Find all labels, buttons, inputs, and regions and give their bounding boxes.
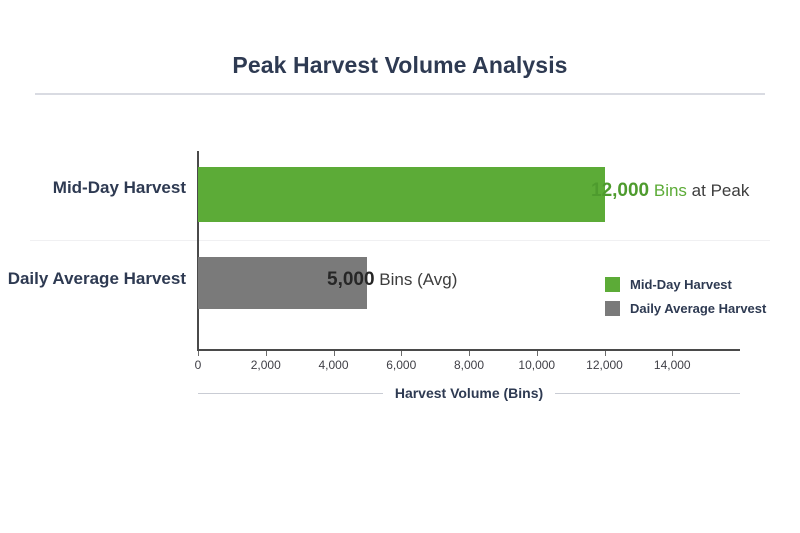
value-suffix-mid-day: at Peak bbox=[691, 181, 750, 200]
category-divider bbox=[30, 240, 770, 241]
x-tick-mark bbox=[469, 351, 470, 356]
x-tick-label: 2,000 bbox=[250, 358, 281, 372]
x-tick-mark bbox=[333, 351, 335, 356]
x-tick-label: 6,000 bbox=[386, 358, 417, 372]
plot-area bbox=[198, 152, 740, 350]
y-axis-line bbox=[197, 151, 199, 351]
value-number-mid-day: 12,000 bbox=[591, 180, 650, 201]
page-title: Peak Harvest Volume Analysis bbox=[232, 52, 568, 78]
x-tick-label: 8,000 bbox=[453, 358, 485, 372]
value-unit-daily-average: Bins (Avg) bbox=[379, 270, 458, 289]
axis-title-rule-left bbox=[198, 392, 383, 394]
title-divider bbox=[35, 93, 765, 95]
bar-mid-day-harvest[interactable] bbox=[198, 167, 605, 222]
x-axis-line bbox=[197, 349, 740, 351]
x-axis-title-group: Harvest Volume (Bins) bbox=[198, 385, 740, 401]
value-label-mid-day-harvest: 12,000 Bins at Peak bbox=[591, 180, 749, 202]
category-label-daily-average-harvest: Daily Average Harvest bbox=[7, 269, 186, 288]
legend-item[interactable]: Daily Average Harvest bbox=[605, 301, 766, 316]
x-axis-title: Harvest Volume (Bins) bbox=[394, 385, 544, 401]
x-tick-mark bbox=[198, 351, 199, 356]
bar-daily-average-harvest[interactable] bbox=[198, 257, 368, 309]
legend-item[interactable]: Mid-Day Harvest bbox=[605, 277, 766, 292]
category-label-mid-day-harvest: Mid-Day Harvest bbox=[52, 178, 186, 197]
x-tick-label: 4,000 bbox=[318, 358, 349, 372]
x-tick-label: 0 bbox=[194, 358, 202, 372]
value-unit-mid-day: Bins bbox=[653, 181, 687, 200]
x-tick-label: 12,000 bbox=[586, 358, 623, 372]
x-tick-mark bbox=[536, 351, 538, 356]
value-label-daily-average-harvest: 5,000 Bins (Avg) bbox=[327, 269, 457, 291]
legend-label: Daily Average Harvest bbox=[630, 301, 767, 316]
x-tick-mark bbox=[265, 351, 267, 356]
axis-title-rule-right bbox=[555, 392, 740, 394]
x-tick-mark bbox=[604, 351, 606, 356]
x-tick-mark bbox=[672, 351, 674, 356]
legend-label: Mid-Day Harvest bbox=[630, 277, 732, 292]
x-tick-label: 10,000 bbox=[518, 358, 556, 372]
legend-swatch-icon bbox=[605, 301, 620, 316]
x-tick-label: 14,000 bbox=[653, 358, 691, 372]
legend-swatch-icon bbox=[605, 277, 620, 292]
value-number-daily-average: 5,000 bbox=[327, 269, 375, 290]
chart-legend: Mid-Day Harvest Daily Average Harvest bbox=[605, 277, 766, 325]
x-tick-mark bbox=[401, 351, 403, 356]
